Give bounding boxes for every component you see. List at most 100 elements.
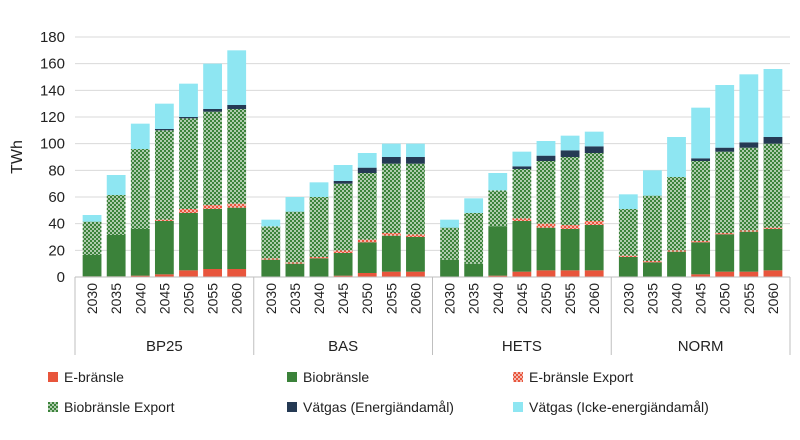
bar-segment <box>227 203 247 208</box>
bar-segment <box>357 153 377 168</box>
bar-segment <box>715 271 735 277</box>
bar-segment <box>536 161 556 224</box>
bar-segment <box>333 250 353 253</box>
bar-segment <box>536 227 556 271</box>
x-tick-label: 2045 <box>514 283 530 314</box>
x-tick-label: 2055 <box>741 283 757 314</box>
y-tick-label: 20 <box>48 242 65 259</box>
bar-segment <box>667 250 686 252</box>
bar-segment <box>512 218 532 221</box>
bar-segment <box>488 226 508 276</box>
bar-segment <box>440 219 459 228</box>
bar-segment <box>357 242 377 273</box>
bar-segment <box>584 131 604 147</box>
bar-segment <box>381 143 401 157</box>
bar-segment <box>691 107 711 159</box>
bar-segment <box>667 177 686 251</box>
bar-segment <box>763 227 783 229</box>
bar-segment <box>512 169 532 219</box>
group-label: NORM <box>678 338 724 355</box>
bar-segment <box>618 257 638 277</box>
x-tick-label: 2055 <box>205 283 221 314</box>
bar-segment <box>357 239 377 243</box>
bar-segment <box>406 234 425 237</box>
bar-segment <box>357 167 377 173</box>
bar-segment <box>560 157 580 225</box>
x-tick-label: 2060 <box>229 283 245 314</box>
bar-segment <box>179 213 198 271</box>
bar-segment <box>440 227 459 260</box>
bar-segment <box>154 130 174 220</box>
bar-segment <box>227 269 247 277</box>
legend-swatch <box>48 372 58 382</box>
bar-segment <box>154 274 174 277</box>
bar-segment <box>285 262 305 264</box>
bar-segment <box>512 271 532 277</box>
bar-segment <box>130 149 150 229</box>
bar-segment <box>715 234 735 272</box>
legend-swatch <box>513 372 523 382</box>
x-tick-label: 2040 <box>490 283 506 314</box>
bar-segment <box>106 195 126 235</box>
bar-segment <box>763 137 783 144</box>
x-tick-label: 2050 <box>180 283 196 314</box>
bar-segment <box>179 118 198 209</box>
x-tick-label: 2060 <box>586 283 602 314</box>
group-label: BP25 <box>146 338 183 355</box>
bar-segment <box>285 197 305 212</box>
bar-segment <box>154 219 174 221</box>
bar-segment <box>536 270 556 277</box>
x-tick-label: 2050 <box>538 283 554 314</box>
bar-segment <box>763 69 783 137</box>
bar-segment <box>691 242 711 275</box>
bar-segment <box>618 194 638 209</box>
bar-segment <box>381 157 401 164</box>
x-tick-label: 2040 <box>311 283 327 314</box>
bar-segment <box>203 269 222 277</box>
bar-segment <box>739 147 759 231</box>
x-tick-label: 2035 <box>287 283 303 314</box>
bar-segment <box>381 163 401 233</box>
bar-segment <box>512 221 532 272</box>
bar-segment <box>309 258 329 277</box>
bar-segment <box>739 271 759 277</box>
bar-segment <box>357 273 377 277</box>
y-tick-label: 120 <box>40 109 65 126</box>
x-tick-label: 2055 <box>383 283 399 314</box>
bar-segment <box>261 226 281 259</box>
bar-segment <box>203 111 222 205</box>
bar-segment <box>715 233 735 235</box>
bar-segment <box>560 270 580 277</box>
bar-segment <box>227 109 247 204</box>
bar-segment <box>715 85 735 148</box>
x-tick-label: 2055 <box>562 283 578 314</box>
x-tick-label: 2040 <box>669 283 685 314</box>
bar-segment <box>406 163 425 235</box>
bar-segment <box>227 105 247 109</box>
x-tick-label: 2050 <box>717 283 733 314</box>
bar-segment <box>440 259 459 277</box>
bar-segment <box>333 165 353 181</box>
bar-segment <box>333 253 353 276</box>
group-label: BAS <box>328 338 358 355</box>
bar-segment <box>488 190 508 227</box>
legend-swatch <box>287 402 297 412</box>
bar-segment <box>179 209 198 213</box>
bar-segment <box>763 229 783 271</box>
bar-segment <box>536 155 556 161</box>
bar-segment <box>179 270 198 277</box>
bar-segment <box>203 109 222 112</box>
bar-segment <box>406 143 425 157</box>
y-tick-label: 0 <box>57 269 65 286</box>
legend-swatch <box>48 402 58 412</box>
bar-segment <box>130 275 150 277</box>
bar-segment <box>406 271 425 277</box>
bar-segment <box>536 223 556 228</box>
bar-segment <box>739 142 759 148</box>
bar-segment <box>715 147 735 152</box>
bar-segment <box>643 261 662 263</box>
y-tick-label: 40 <box>48 216 65 233</box>
bar-segment <box>333 181 353 184</box>
